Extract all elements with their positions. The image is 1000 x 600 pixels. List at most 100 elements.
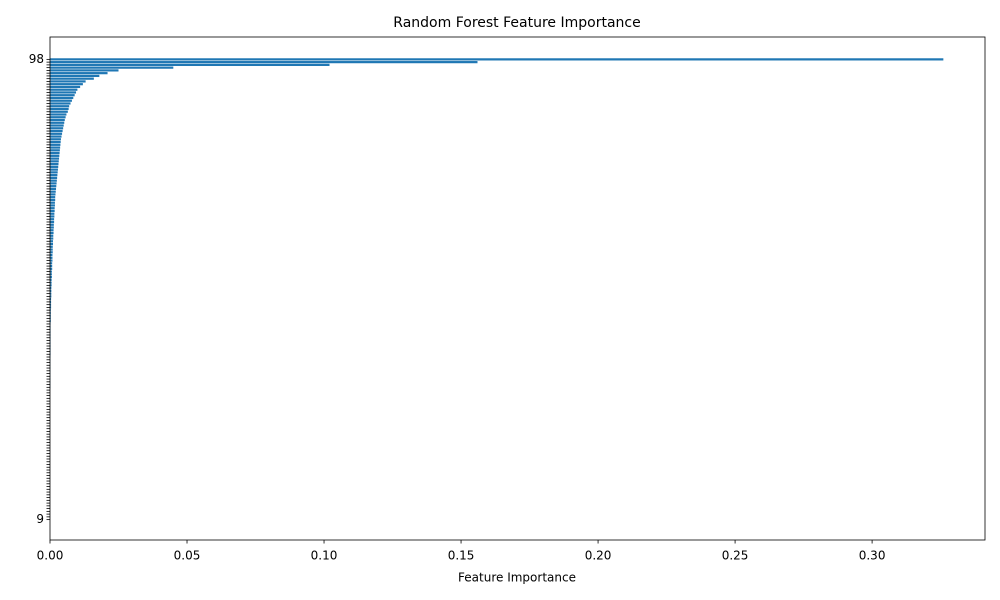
chart-title: Random Forest Feature Importance xyxy=(393,15,640,31)
bar xyxy=(50,264,53,268)
bar xyxy=(50,240,54,243)
bar xyxy=(50,163,59,166)
bar xyxy=(50,168,58,171)
x-tick-label: 0.00 xyxy=(37,549,64,563)
bar xyxy=(50,262,53,265)
bar xyxy=(50,154,60,157)
bar xyxy=(50,220,55,224)
x-axis-label: Feature Importance xyxy=(458,571,576,585)
bar xyxy=(50,113,67,116)
bar xyxy=(50,72,108,75)
x-tick-label: 0.25 xyxy=(722,549,749,563)
bar xyxy=(50,289,52,292)
bar xyxy=(50,273,52,276)
bar xyxy=(50,63,330,66)
bar xyxy=(50,91,77,94)
bar xyxy=(50,292,52,295)
bar xyxy=(50,176,58,179)
bar xyxy=(50,201,55,204)
bar xyxy=(50,253,53,257)
bar xyxy=(50,102,71,105)
bar xyxy=(50,110,68,113)
bar xyxy=(50,267,53,270)
bar xyxy=(50,300,52,304)
bar xyxy=(50,140,61,144)
bar xyxy=(50,242,54,246)
bar xyxy=(50,215,55,218)
bar xyxy=(50,212,55,215)
bar xyxy=(50,259,53,262)
bar xyxy=(50,107,69,111)
bar xyxy=(50,278,52,281)
bar xyxy=(50,182,57,185)
bar xyxy=(50,209,55,213)
bar xyxy=(50,229,54,232)
plot-frame xyxy=(49,36,986,541)
bar xyxy=(50,116,66,119)
bar xyxy=(50,105,70,108)
x-tick-label: 0.20 xyxy=(585,549,612,563)
bar xyxy=(50,96,74,100)
bar xyxy=(50,190,56,193)
bar xyxy=(50,185,57,188)
bar xyxy=(50,80,86,83)
y-tick-label: 98 xyxy=(29,52,44,66)
bar xyxy=(50,234,54,237)
bar xyxy=(50,69,119,72)
bar xyxy=(50,281,52,284)
bar xyxy=(50,226,54,229)
bar xyxy=(50,193,56,196)
bar xyxy=(50,179,57,182)
bar xyxy=(50,298,52,301)
bar xyxy=(50,198,56,202)
bar xyxy=(50,295,52,298)
x-tick-label: 0.15 xyxy=(448,549,475,563)
bar xyxy=(50,320,51,323)
bar xyxy=(50,146,61,149)
bar xyxy=(50,223,54,226)
bar xyxy=(50,132,63,135)
bar xyxy=(50,287,52,290)
bar xyxy=(50,151,60,155)
bar xyxy=(50,174,58,177)
bar xyxy=(50,66,174,69)
bar xyxy=(50,218,55,221)
bar xyxy=(50,157,60,160)
bar xyxy=(50,88,78,91)
bar xyxy=(50,94,75,97)
bar xyxy=(50,74,100,78)
bar xyxy=(50,83,83,86)
bar xyxy=(50,85,81,89)
x-tick-label: 0.30 xyxy=(859,549,886,563)
bar xyxy=(50,124,64,127)
bar xyxy=(50,118,65,122)
bar xyxy=(50,187,57,191)
bar xyxy=(50,256,53,259)
bar xyxy=(50,121,65,124)
bar xyxy=(50,129,63,133)
bar xyxy=(50,237,54,240)
y-tick-label: 9 xyxy=(36,512,44,526)
bar xyxy=(50,309,51,312)
bar xyxy=(50,135,62,138)
bar xyxy=(50,127,64,130)
bar xyxy=(50,165,59,168)
bar xyxy=(50,207,55,210)
bar xyxy=(50,270,52,273)
bar xyxy=(50,231,54,235)
bar xyxy=(50,245,53,248)
bar xyxy=(50,306,52,309)
bar xyxy=(50,251,53,254)
bar xyxy=(50,311,51,315)
bar xyxy=(50,160,59,163)
bar xyxy=(50,138,61,141)
x-tick-label: 0.10 xyxy=(311,549,338,563)
bar xyxy=(50,171,58,174)
bar xyxy=(50,196,56,199)
bar xyxy=(50,284,52,287)
bar xyxy=(50,99,72,102)
bar xyxy=(50,303,52,306)
bar xyxy=(50,248,53,251)
